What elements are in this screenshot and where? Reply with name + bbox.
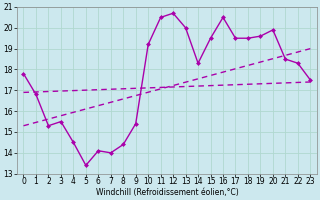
X-axis label: Windchill (Refroidissement éolien,°C): Windchill (Refroidissement éolien,°C) [96, 188, 238, 197]
